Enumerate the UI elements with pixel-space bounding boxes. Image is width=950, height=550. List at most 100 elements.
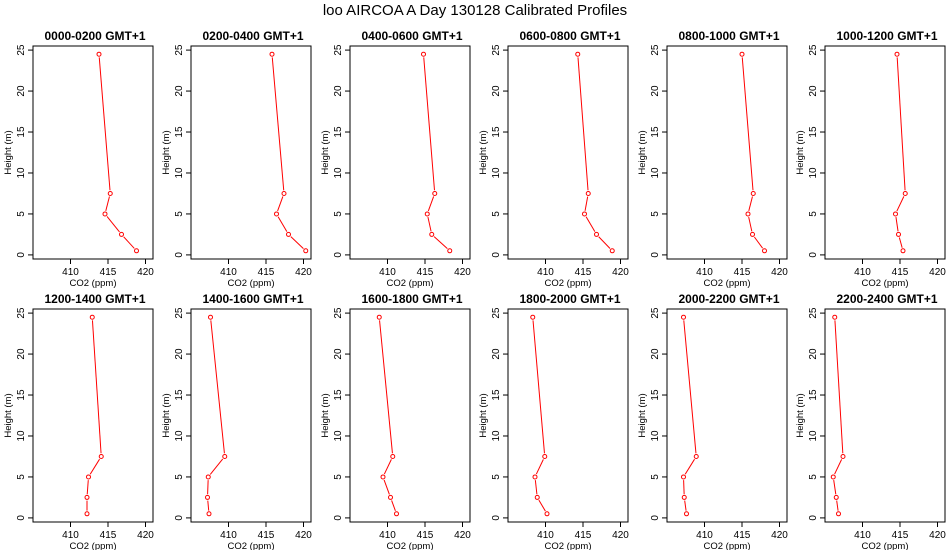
y-axis-label: Height (m) — [795, 393, 806, 437]
profile-line-segment — [833, 480, 837, 495]
profile-point — [544, 511, 550, 517]
y-tick-label: 0 — [491, 515, 502, 521]
x-tick-label: 410 — [62, 267, 79, 278]
profile-point — [896, 231, 901, 237]
y-tick-label: 0 — [650, 515, 661, 521]
x-tick-label: 410 — [854, 267, 871, 278]
profile-point — [893, 211, 898, 217]
plot-frame — [824, 308, 946, 523]
profile-line-segment — [91, 320, 102, 454]
profile-line-segment — [383, 459, 392, 475]
y-tick-label: 25 — [333, 307, 344, 319]
profile-line-segment — [684, 458, 695, 475]
profile-point — [376, 314, 382, 320]
profile-line-segment — [86, 480, 89, 495]
x-axis-label: CO2 (ppm) — [862, 541, 909, 550]
profile-point — [84, 494, 90, 500]
y-tick-label: 5 — [650, 211, 661, 217]
profile-point — [681, 494, 687, 500]
profile-panel: 0800-1000 GMT+1 410 415 420 0 5 10 15 20 25 CO2 (p… — [637, 29, 788, 289]
x-axis-label: CO2 (ppm) — [228, 278, 275, 289]
y-tick-label: 20 — [174, 348, 185, 360]
profile-point — [432, 190, 438, 196]
y-axis-label: Height (m) — [320, 130, 331, 174]
y-tick-label: 25 — [808, 307, 819, 319]
y-tick-label: 15 — [16, 389, 27, 401]
x-tick-label: 420 — [771, 267, 788, 278]
profile-point — [830, 474, 836, 480]
profile-point — [750, 231, 755, 237]
profile-point — [222, 453, 228, 459]
x-axis-label: CO2 (ppm) — [228, 541, 275, 550]
profile-point — [762, 248, 767, 254]
profile-point — [833, 494, 839, 500]
profile-panel: 2000-2200 GMT+1 410 415 420 0 5 10 15 20 25 CO2 (p… — [637, 292, 788, 550]
profile-line-segment — [895, 217, 899, 232]
profile-line-segment — [836, 500, 839, 511]
profile-line-segment — [123, 236, 135, 249]
profile-point — [84, 511, 90, 517]
y-tick-label: 10 — [174, 167, 185, 179]
profile-point — [205, 474, 211, 480]
y-tick-label: 0 — [174, 515, 185, 521]
profile-line-segment — [683, 480, 685, 495]
profile-point — [89, 314, 95, 320]
profile-line-segment — [834, 320, 844, 454]
y-tick-label: 15 — [333, 389, 344, 401]
y-tick-label: 25 — [650, 307, 661, 319]
profile-line-segment — [379, 320, 393, 454]
y-tick-label: 10 — [16, 167, 27, 179]
profile-point — [681, 314, 686, 320]
y-tick-label: 10 — [650, 167, 661, 179]
profile-panel: 1000-1200 GMT+1 410 415 420 0 5 10 15 20 25 CO2 (p… — [795, 29, 946, 289]
profile-panel: 0400-0600 GMT+1 410 415 420 0 5 10 15 20 25 CO2 (p… — [320, 29, 471, 289]
y-tick-label: 5 — [650, 474, 661, 480]
panel-title: 2200-2400 GMT+1 — [836, 292, 937, 306]
profile-point — [902, 190, 908, 196]
x-tick-label: 415 — [734, 530, 751, 541]
y-tick-label: 0 — [650, 252, 661, 258]
x-tick-label: 410 — [220, 530, 237, 541]
figure-title: loo AIRCOA A Day 130128 Calibrated Profi… — [322, 2, 628, 19]
profile-point — [303, 248, 309, 254]
x-tick-label: 420 — [612, 267, 629, 278]
profile-point — [582, 211, 587, 217]
y-tick-label: 0 — [16, 515, 27, 521]
y-tick-label: 10 — [333, 167, 344, 179]
y-tick-label: 5 — [491, 211, 502, 217]
profile-point — [609, 248, 615, 254]
profile-line-segment — [898, 237, 903, 248]
y-tick-label: 5 — [333, 211, 344, 217]
y-tick-label: 20 — [16, 85, 27, 97]
y-tick-label: 25 — [174, 307, 185, 319]
profile-line-segment — [207, 480, 209, 495]
y-tick-label: 20 — [808, 85, 819, 97]
profile-point — [98, 453, 104, 459]
y-tick-label: 20 — [650, 85, 661, 97]
y-tick-label: 5 — [333, 474, 344, 480]
profile-point — [750, 190, 756, 196]
x-tick-label: 420 — [929, 530, 946, 541]
panel-title: 1400-1600 GMT+1 — [202, 292, 303, 306]
y-tick-label: 10 — [16, 430, 27, 442]
y-tick-label: 15 — [491, 389, 502, 401]
y-tick-label: 20 — [808, 348, 819, 360]
y-tick-label: 10 — [491, 430, 502, 442]
profile-point — [534, 494, 540, 500]
x-tick-label: 415 — [100, 530, 117, 541]
profile-panel: 0600-0800 GMT+1 410 415 420 0 5 10 15 20 25 CO2 (p… — [478, 29, 629, 289]
profile-line-segment — [535, 459, 544, 475]
panel-title: 0200-0400 GMT+1 — [202, 29, 303, 43]
x-axis-label: CO2 (ppm) — [70, 541, 117, 550]
profile-line-segment — [683, 320, 697, 454]
profile-line-segment — [277, 216, 288, 232]
profile-point — [693, 453, 699, 459]
y-tick-label: 10 — [174, 430, 185, 442]
y-tick-label: 0 — [808, 252, 819, 258]
y-tick-label: 0 — [16, 252, 27, 258]
x-tick-label: 415 — [417, 267, 434, 278]
y-tick-label: 10 — [808, 167, 819, 179]
y-tick-label: 15 — [174, 389, 185, 401]
y-tick-label: 15 — [491, 126, 502, 138]
profile-point — [390, 453, 396, 459]
